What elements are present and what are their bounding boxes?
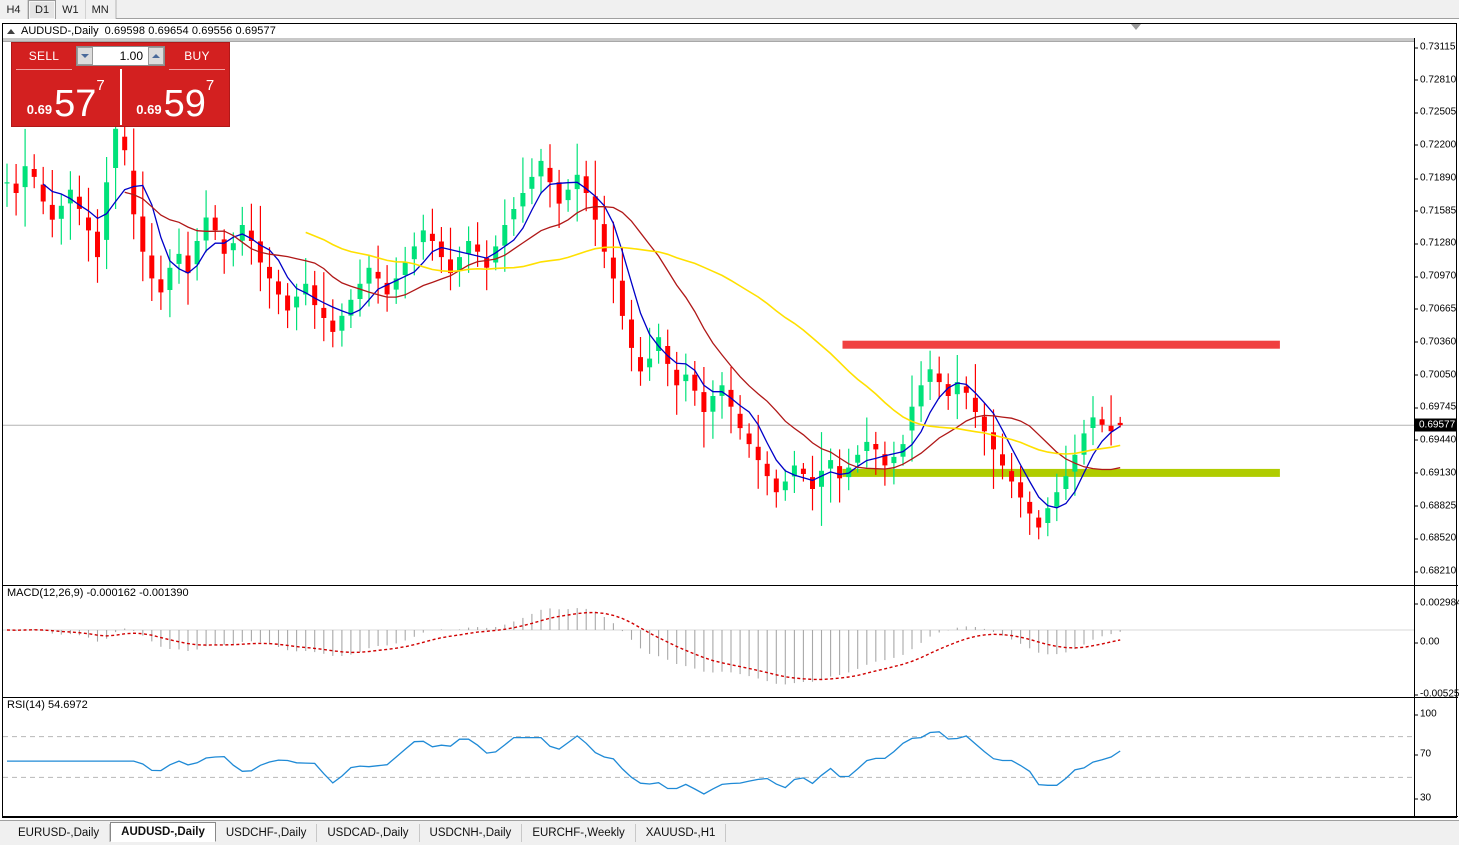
price-tick: 0.68825: [1415, 500, 1456, 511]
timeframe-tab-mn[interactable]: MN: [85, 0, 116, 19]
buy-button[interactable]: 0.69 59 7: [119, 69, 230, 125]
volume-input[interactable]: 1.00: [119, 49, 143, 63]
volume-stepper[interactable]: 1.00: [76, 46, 165, 66]
scale-separator: [1414, 585, 1458, 586]
volume-increase-button[interactable]: [148, 47, 164, 65]
chart-tab-usdchf[interactable]: USDCHF-,Daily: [216, 824, 318, 842]
page-title: AUDUSD-,Daily: [21, 25, 99, 37]
sell-price-main: 57: [54, 83, 97, 125]
trade-panel-prices: 0.69 57 7 0.69 59 7: [12, 69, 229, 125]
sell-price-fraction: 7: [96, 77, 105, 94]
sell-price-prefix: 0.69: [26, 102, 53, 117]
chart-tab-usdcnh[interactable]: USDCNH-,Daily: [420, 824, 523, 842]
macd-pane[interactable]: MACD(12,26,9) -0.000162 -0.001390: [3, 585, 1414, 696]
collapse-triangle-icon[interactable]: [7, 28, 15, 34]
chart-tab-usdcad[interactable]: USDCAD-,Daily: [317, 824, 420, 842]
volume-decrease-button[interactable]: [77, 47, 93, 65]
macd-chart: [3, 608, 1414, 685]
chart-scrollbar[interactable]: [3, 38, 1414, 42]
macd-tick: 0.00: [1415, 637, 1439, 648]
price-tick: 0.71585: [1415, 205, 1456, 216]
chart-window: AUDUSD-,Daily 0.69598 0.69654 0.69556 0.…: [2, 23, 1459, 837]
chart-tabs-bar: EURUSD-,Daily AUDUSD-,Daily USDCHF-,Daily U…: [0, 820, 1459, 845]
price-tick: 0.69440: [1415, 434, 1456, 445]
timeframe-label: D1: [35, 4, 50, 16]
rsi-pane[interactable]: RSI(14) 54.6972: [3, 697, 1414, 816]
chart-tab-eurusd[interactable]: EURUSD-,Daily: [8, 824, 111, 842]
timeframe-tab-h4[interactable]: H4: [0, 0, 28, 19]
price-scale[interactable]: 0.73115 0.72810 0.72505 0.72200 0.71890 0.715…: [1414, 38, 1459, 837]
price-tick: 0.70050: [1415, 369, 1456, 380]
price-tick: 0.68210: [1415, 566, 1456, 577]
buy-label[interactable]: BUY: [169, 43, 225, 70]
price-tick: 0.70970: [1415, 271, 1456, 282]
scale-separator: [1414, 697, 1458, 698]
price-tick: 0.70665: [1415, 303, 1456, 314]
timeframe-label: H4: [6, 3, 21, 16]
price-tick: 0.68520: [1415, 533, 1456, 544]
chart-title-bar: AUDUSD-,Daily 0.69598 0.69654 0.69556 0.…: [3, 24, 1456, 38]
timeframe-label: MN: [91, 3, 109, 16]
candlestick-chart: [3, 95, 1414, 540]
rsi-tick: 70: [1415, 749, 1431, 760]
buy-price-prefix: 0.69: [136, 102, 162, 117]
price-tick: 0.69745: [1415, 402, 1456, 413]
chevron-up-icon: [152, 54, 160, 58]
chart-tab-eurchf[interactable]: EURCHF-,Weekly: [522, 824, 636, 842]
price-tick: 0.70360: [1415, 336, 1456, 347]
price-chart-pane[interactable]: [3, 38, 1414, 583]
current-price-badge: 0.69577: [1415, 418, 1458, 432]
macd-label: MACD(12,26,9) -0.000162 -0.001390: [7, 587, 192, 599]
chart-position-marker[interactable]: [1131, 24, 1141, 30]
price-tick: 0.72810: [1415, 74, 1456, 85]
timeframe-tab-w1[interactable]: W1: [56, 0, 86, 19]
rsi-tick: 100: [1415, 709, 1437, 720]
sell-label[interactable]: SELL: [16, 43, 72, 70]
chart-tab-xauusd[interactable]: XAUUSD-,H1: [636, 824, 727, 842]
timeframe-toolbar: H4 D1 W1 MN: [0, 0, 1459, 19]
price-tick: 0.72505: [1415, 107, 1456, 118]
timeframe-label: W1: [62, 3, 79, 16]
price-tick: 0.71890: [1415, 173, 1456, 184]
rsi-tick: 30: [1415, 793, 1431, 804]
timeframe-tab-d1[interactable]: D1: [28, 0, 57, 19]
macd-tick: -0.00525: [1415, 689, 1459, 700]
trade-panel-top-row: SELL 1.00 BUY: [12, 43, 229, 70]
one-click-trading-panel[interactable]: SELL 1.00 BUY 0.69 57 7 0.69 59 7: [11, 42, 230, 127]
toolbar-spacer: [115, 0, 1459, 18]
macd-tick: 0.002984: [1415, 598, 1459, 609]
chart-tab-audusd[interactable]: AUDUSD-,Daily: [110, 822, 216, 842]
buy-price-main: 59: [163, 83, 206, 125]
rsi-chart: [3, 731, 1414, 795]
buy-price-fraction: 7: [205, 77, 215, 94]
price-tick: 0.71280: [1415, 238, 1456, 249]
sell-button[interactable]: 0.69 57 7: [12, 69, 120, 125]
chevron-down-icon: [81, 54, 89, 58]
price-tick: 0.73115: [1415, 42, 1455, 53]
rsi-label: RSI(14) 54.6972: [7, 699, 91, 711]
price-tick: 0.69130: [1415, 467, 1456, 478]
price-tick: 0.72200: [1415, 139, 1456, 150]
ohlc-values: 0.69598 0.69654 0.69556 0.69577: [104, 25, 276, 37]
